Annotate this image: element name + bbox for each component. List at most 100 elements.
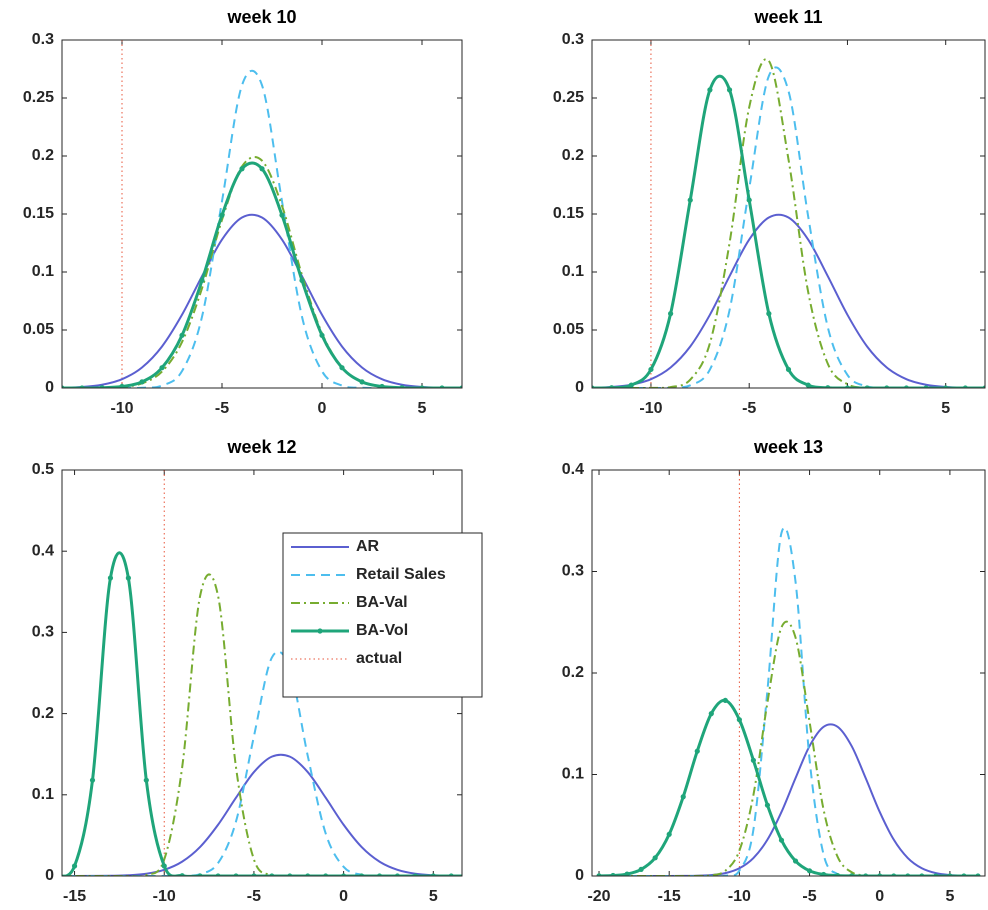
marker bbox=[919, 873, 925, 876]
marker bbox=[339, 365, 345, 371]
marker bbox=[269, 873, 275, 876]
marker bbox=[459, 385, 462, 388]
marker bbox=[884, 385, 890, 388]
x-tick-label: 5 bbox=[429, 888, 438, 905]
marker bbox=[648, 366, 654, 373]
plot-area bbox=[596, 470, 981, 876]
marker bbox=[215, 873, 221, 876]
legend-label: BA-Val bbox=[356, 594, 408, 611]
x-tick-label: 5 bbox=[941, 400, 950, 417]
marker bbox=[923, 385, 929, 388]
x-tick-label: 5 bbox=[418, 400, 427, 417]
series-line bbox=[599, 620, 978, 876]
marker bbox=[863, 873, 869, 876]
marker bbox=[943, 385, 949, 388]
marker bbox=[933, 873, 939, 876]
series-line bbox=[598, 698, 978, 876]
plot-area bbox=[62, 470, 472, 878]
x-tick-label: -15 bbox=[658, 888, 681, 905]
x-tick-label: -15 bbox=[63, 888, 86, 905]
series-line bbox=[62, 573, 462, 876]
x-tick-label: -10 bbox=[153, 888, 176, 905]
marker bbox=[359, 379, 365, 385]
y-tick-label: 0.25 bbox=[553, 89, 584, 106]
marker bbox=[99, 385, 105, 388]
plot-area bbox=[592, 40, 985, 388]
x-tick-label: 0 bbox=[843, 400, 852, 417]
marker bbox=[197, 873, 203, 876]
legend-marker bbox=[317, 628, 323, 634]
marker bbox=[962, 385, 968, 388]
x-tick-label: 5 bbox=[945, 888, 954, 905]
marker bbox=[750, 757, 757, 763]
marker bbox=[430, 873, 436, 876]
marker bbox=[982, 385, 985, 388]
marker bbox=[609, 385, 615, 388]
marker bbox=[849, 873, 855, 876]
y-tick-label: 0.3 bbox=[32, 624, 54, 641]
marker bbox=[79, 385, 85, 388]
marker bbox=[624, 871, 630, 876]
x-tick-label: -5 bbox=[215, 400, 229, 417]
x-tick-label: 0 bbox=[339, 888, 348, 905]
series-line bbox=[592, 213, 985, 388]
y-tick-label: 0.05 bbox=[553, 321, 584, 338]
marker bbox=[394, 873, 401, 876]
y-tick-label: 0.1 bbox=[562, 766, 584, 783]
marker bbox=[864, 385, 870, 388]
marker bbox=[764, 802, 771, 808]
series-line bbox=[592, 66, 985, 388]
marker bbox=[467, 873, 472, 878]
plot-area bbox=[62, 40, 462, 388]
axes-box bbox=[61, 39, 463, 389]
marker bbox=[652, 855, 658, 861]
marker bbox=[305, 873, 311, 876]
marker bbox=[319, 332, 325, 338]
marker bbox=[159, 365, 165, 371]
series-line bbox=[62, 753, 462, 876]
marker bbox=[947, 873, 953, 876]
marker bbox=[792, 858, 799, 864]
y-tick-label: 0.2 bbox=[32, 147, 54, 164]
chart-title: week 13 bbox=[753, 437, 823, 457]
series-line bbox=[62, 69, 462, 388]
marker bbox=[638, 866, 644, 873]
chart-title: week 11 bbox=[753, 7, 822, 27]
marker bbox=[161, 863, 167, 869]
legend-box bbox=[282, 532, 483, 698]
marker bbox=[825, 385, 831, 388]
marker bbox=[736, 717, 742, 723]
marker bbox=[877, 873, 883, 876]
marker bbox=[903, 385, 909, 388]
y-tick-label: 0.3 bbox=[32, 31, 54, 48]
subplot: week 11 0 0.05 0.1 0.15 0.2 0.25 0.3 -10 -5 0 5 bbox=[553, 7, 986, 417]
marker bbox=[439, 385, 445, 388]
series-line bbox=[599, 526, 978, 876]
chart-title: week 12 bbox=[226, 437, 296, 457]
marker bbox=[806, 868, 813, 874]
marker bbox=[399, 385, 405, 388]
subplot: week 10 0 0.05 0.1 0.15 0.2 0.25 0.3 -10 -5 0 5 bbox=[23, 7, 463, 417]
marker bbox=[139, 379, 145, 385]
y-tick-label: 0.3 bbox=[562, 31, 584, 48]
marker bbox=[279, 212, 285, 218]
y-tick-label: 0 bbox=[575, 867, 584, 884]
marker bbox=[905, 873, 911, 876]
marker bbox=[71, 863, 78, 869]
marker bbox=[179, 332, 185, 338]
marker bbox=[891, 873, 897, 876]
marker bbox=[358, 873, 365, 876]
marker bbox=[820, 871, 827, 876]
marker bbox=[722, 697, 728, 704]
marker bbox=[785, 366, 792, 373]
marker bbox=[628, 382, 634, 388]
marker bbox=[448, 873, 454, 876]
y-tick-label: 0 bbox=[575, 379, 584, 396]
y-tick-label: 0 bbox=[45, 867, 54, 884]
marker bbox=[707, 87, 713, 93]
axes-box bbox=[591, 39, 986, 389]
y-tick-label: 0.2 bbox=[562, 664, 584, 681]
subplot: week 12 0 0.1 0.2 0.3 0.4 0.5 -15 -10 -5 0 5 AR Retai… bbox=[32, 437, 483, 905]
marker bbox=[299, 277, 305, 284]
marker bbox=[668, 311, 674, 317]
